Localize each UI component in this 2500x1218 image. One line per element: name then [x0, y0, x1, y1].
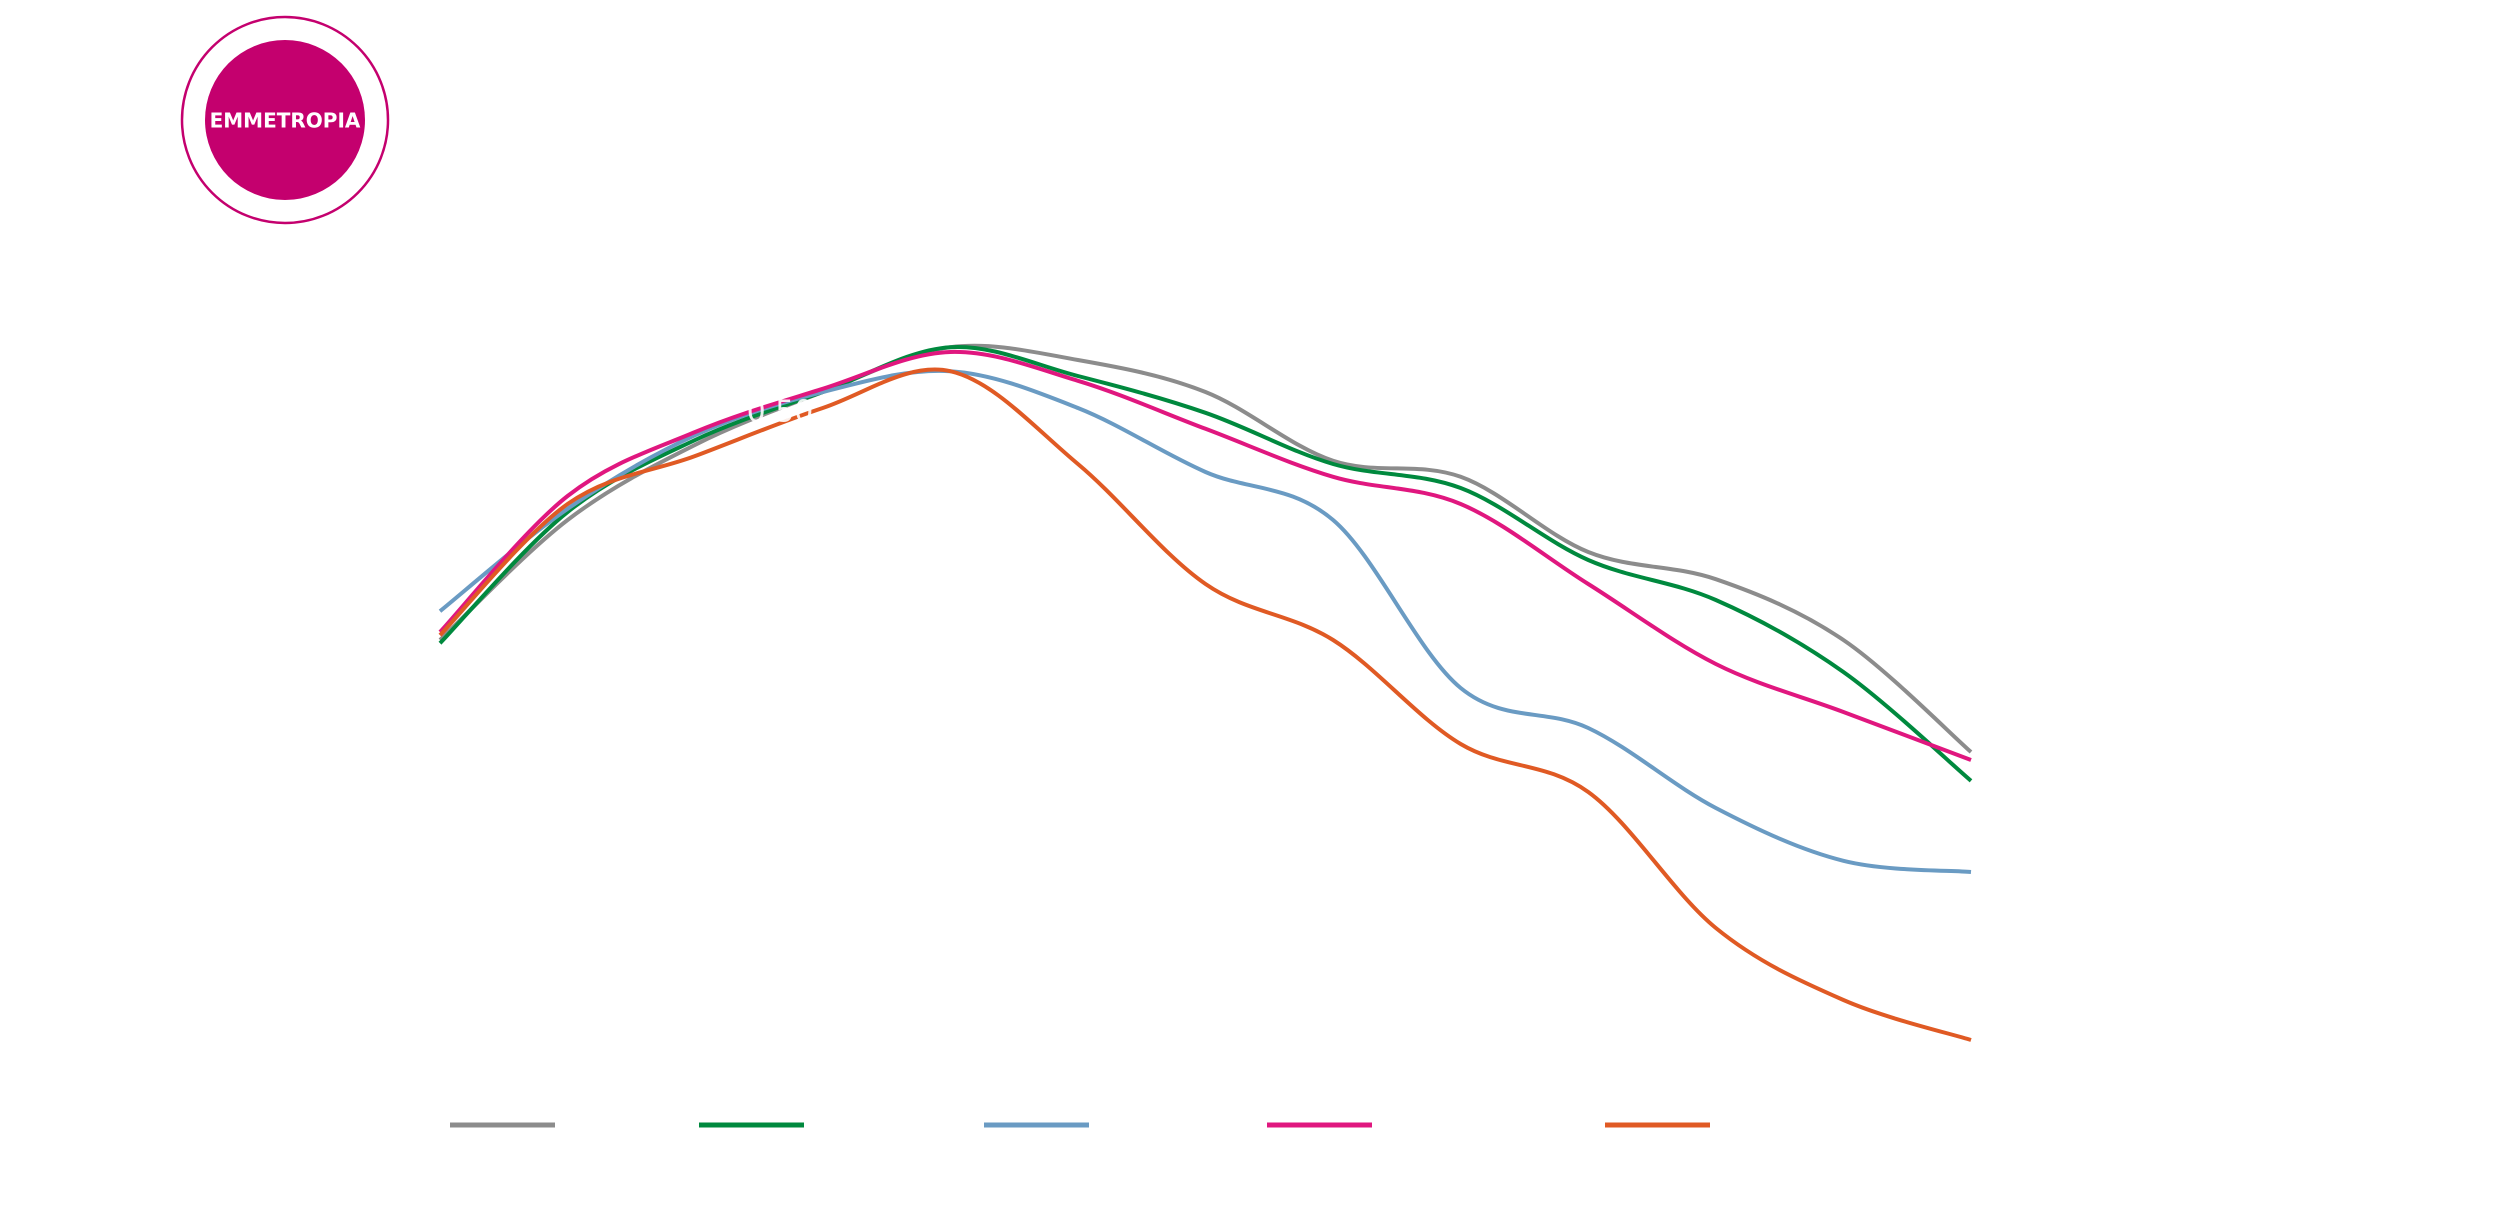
badge-label: EMMETROPIA — [210, 109, 361, 133]
series-line — [438, 368, 1972, 874]
series-line — [438, 344, 1973, 783]
series-line — [438, 367, 1972, 1042]
badge-ring — [180, 15, 390, 225]
series-line — [438, 349, 1972, 762]
series-line — [438, 343, 1973, 754]
annotation: 0.50 — [747, 395, 814, 430]
badge-disc — [205, 40, 365, 200]
badge: EMMETROPIA — [180, 15, 390, 225]
